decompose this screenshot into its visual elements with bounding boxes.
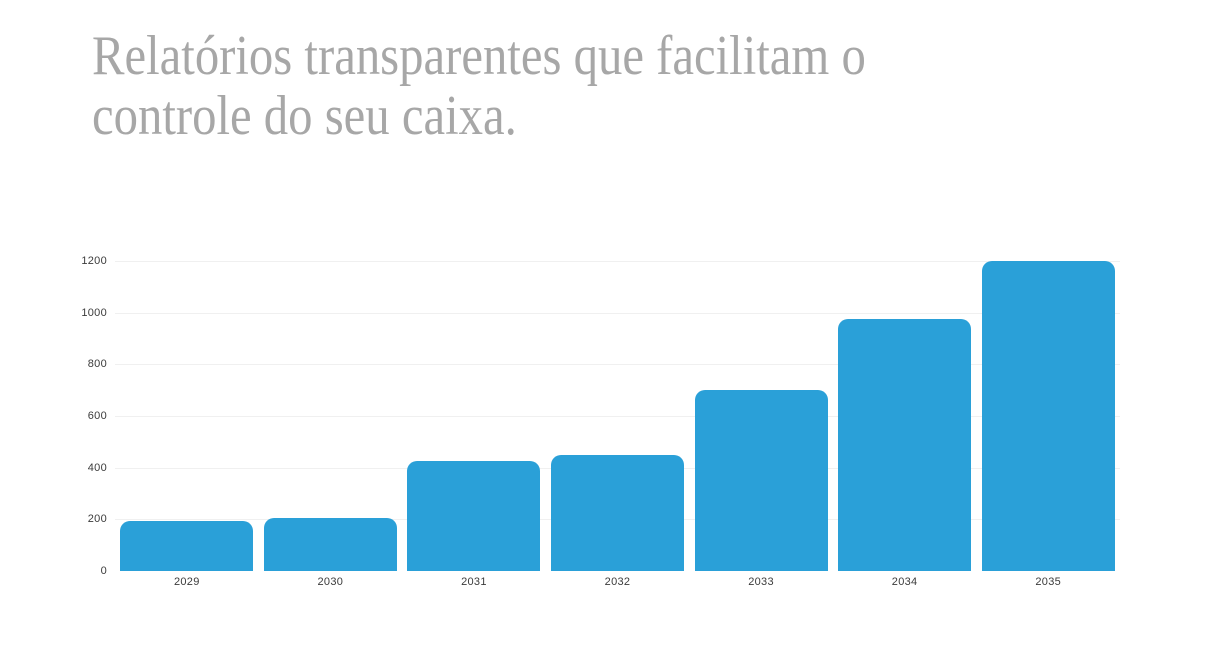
y-axis-tick-label-1200: 1200 xyxy=(81,255,107,267)
bar-2034 xyxy=(838,319,972,571)
gridline-1000 xyxy=(115,312,1120,314)
x-axis-tick-label-2034: 2034 xyxy=(891,576,918,588)
bar-2031 xyxy=(407,461,541,571)
x-axis-tick-label-2032: 2032 xyxy=(604,576,631,588)
y-axis-tick-label-400: 400 xyxy=(87,461,107,474)
gridline-600 xyxy=(115,416,1120,417)
y-axis-tick-label-0: 0 xyxy=(100,565,107,577)
y-axis-tick-label-600: 600 xyxy=(87,410,107,422)
y-axis-tick-label-1000: 1000 xyxy=(81,306,107,319)
x-axis-tick-label-2035: 2035 xyxy=(1035,576,1062,588)
bar-2032 xyxy=(551,454,684,571)
y-axis-tick-label-800: 800 xyxy=(87,358,107,371)
x-axis-tick-label-2031: 2031 xyxy=(461,576,487,588)
y-axis-tick-label-200: 200 xyxy=(87,513,107,526)
bar-2030 xyxy=(263,518,397,571)
bar-2029 xyxy=(120,520,254,571)
bar-2033 xyxy=(694,390,828,571)
x-axis-tick-label-2029: 2029 xyxy=(173,576,200,588)
x-axis-tick-label-2033: 2033 xyxy=(748,576,774,588)
page-title-line-1: Relatórios transparentes que facilitam o xyxy=(92,25,866,87)
page-title: Relatórios transparentes que facilitam o… xyxy=(92,26,866,146)
bar-2035 xyxy=(981,261,1115,571)
gridline-800 xyxy=(115,364,1120,366)
x-axis-tick-label-2030: 2030 xyxy=(317,576,344,588)
page-title-line-2: controle do seu caixa. xyxy=(92,85,517,147)
gridline-1200 xyxy=(115,261,1120,262)
